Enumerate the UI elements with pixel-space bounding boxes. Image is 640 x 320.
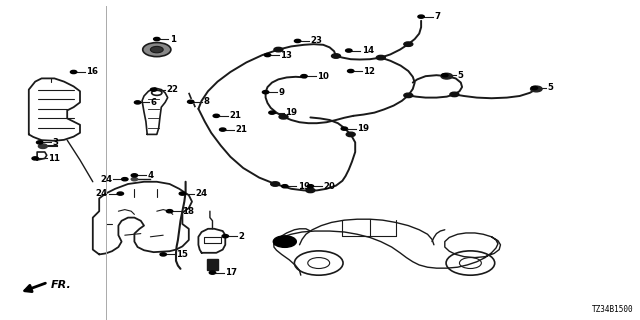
Circle shape [271,182,280,186]
Circle shape [38,144,47,148]
Circle shape [143,43,171,57]
Circle shape [36,141,43,144]
Circle shape [160,253,166,256]
Circle shape [450,92,459,97]
Circle shape [222,235,228,238]
Text: 4: 4 [147,171,154,180]
Circle shape [213,114,220,117]
Circle shape [306,188,315,193]
Text: 15: 15 [176,250,188,259]
Text: 5: 5 [458,71,463,80]
Circle shape [117,192,124,195]
Circle shape [134,101,141,104]
Text: 3: 3 [52,138,58,147]
Circle shape [348,69,354,73]
Text: 19: 19 [285,108,297,117]
Text: 23: 23 [310,36,323,45]
Bar [207,259,218,270]
Circle shape [32,157,38,160]
Circle shape [376,55,385,60]
Circle shape [404,42,413,46]
Circle shape [264,53,271,57]
Text: 14: 14 [362,46,374,55]
Circle shape [179,192,186,195]
Text: 8: 8 [204,97,209,106]
Circle shape [341,127,348,130]
Text: 24: 24 [195,189,207,198]
Text: 9: 9 [278,88,284,97]
Circle shape [418,15,424,18]
Circle shape [282,185,288,188]
Text: TZ34B1500: TZ34B1500 [592,305,634,314]
Text: 19: 19 [298,182,310,191]
Circle shape [150,46,163,53]
Circle shape [150,88,157,91]
Text: 21: 21 [229,111,241,120]
Circle shape [70,70,77,74]
Text: 17: 17 [225,268,237,277]
Text: 2: 2 [238,232,244,241]
Circle shape [274,47,283,52]
Circle shape [131,178,138,181]
Circle shape [301,75,307,78]
Circle shape [269,111,275,114]
Circle shape [294,39,301,43]
Circle shape [531,86,542,92]
Text: 19: 19 [357,124,369,133]
Text: 7: 7 [434,12,440,21]
Text: 11: 11 [48,154,60,163]
Text: 20: 20 [323,182,335,191]
Text: 22: 22 [166,85,179,94]
Circle shape [346,49,352,52]
Circle shape [279,115,288,119]
Text: FR.: FR. [51,280,72,291]
Circle shape [332,54,340,58]
Text: 24: 24 [95,189,108,198]
Text: 12: 12 [364,67,376,76]
Circle shape [404,93,413,98]
Text: 16: 16 [86,68,99,76]
Text: 13: 13 [280,51,292,60]
Text: 1: 1 [170,35,175,44]
Circle shape [220,128,226,131]
Circle shape [131,174,138,177]
Text: 18: 18 [182,207,195,216]
Text: 6: 6 [150,98,156,107]
Circle shape [346,132,355,137]
Text: 21: 21 [236,125,248,134]
Circle shape [188,100,194,103]
Circle shape [442,74,448,77]
Circle shape [209,271,216,274]
Text: 24: 24 [100,175,112,184]
Circle shape [441,73,452,79]
Circle shape [273,236,296,247]
Circle shape [122,178,128,181]
Circle shape [262,91,269,94]
Circle shape [154,37,160,41]
Circle shape [307,185,314,188]
Circle shape [166,210,173,213]
Text: 10: 10 [317,72,329,81]
Circle shape [531,86,538,90]
Text: 5: 5 [547,84,553,92]
